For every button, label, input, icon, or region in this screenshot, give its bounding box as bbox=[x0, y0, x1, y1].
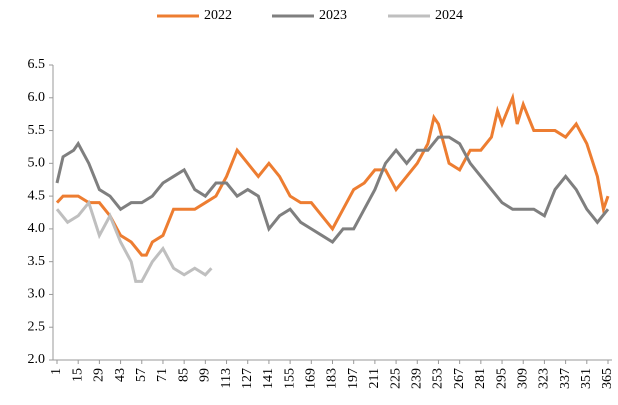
x-tick-label: 155 bbox=[282, 368, 297, 389]
x-tick-label: 365 bbox=[600, 368, 615, 389]
x-tick-label: 127 bbox=[240, 368, 255, 389]
x-tick-label: 183 bbox=[325, 368, 340, 389]
y-tick-label: 5.5 bbox=[28, 123, 46, 138]
x-tick-label: 43 bbox=[113, 368, 128, 382]
x-tick-label: 113 bbox=[219, 368, 234, 388]
x-tick-label: 309 bbox=[515, 368, 530, 389]
x-tick-label: 71 bbox=[155, 368, 170, 382]
y-tick-label: 3.5 bbox=[28, 254, 46, 269]
legend-label: 2024 bbox=[435, 8, 463, 23]
x-tick-label: 15 bbox=[70, 368, 85, 382]
y-tick-label: 4.0 bbox=[28, 221, 46, 236]
y-tick-label: 2.5 bbox=[28, 319, 46, 334]
y-tick-label: 3.0 bbox=[28, 287, 46, 302]
x-tick-label: 211 bbox=[367, 368, 382, 388]
legend-label: 2023 bbox=[319, 8, 347, 23]
x-tick-label: 323 bbox=[537, 368, 552, 389]
x-tick-label: 281 bbox=[473, 368, 488, 389]
x-tick-label: 337 bbox=[558, 368, 573, 389]
x-tick-label: 225 bbox=[388, 368, 403, 389]
y-tick-label: 4.5 bbox=[28, 188, 46, 203]
series-line bbox=[55, 135, 610, 244]
x-tick-label: 99 bbox=[198, 368, 213, 382]
x-tick-label: 197 bbox=[346, 368, 361, 389]
x-tick-label: 1 bbox=[49, 368, 64, 375]
x-tick-label: 29 bbox=[92, 368, 107, 382]
x-tick-label: 57 bbox=[134, 368, 149, 382]
series-line bbox=[55, 199, 213, 283]
x-tick-label: 267 bbox=[452, 368, 467, 389]
x-tick-label: 253 bbox=[431, 368, 446, 389]
y-tick-label: 6.0 bbox=[28, 90, 46, 105]
legend-label: 2022 bbox=[204, 8, 232, 23]
y-tick-label: 2.0 bbox=[28, 352, 46, 367]
x-tick-label: 85 bbox=[176, 368, 191, 382]
x-tick-label: 351 bbox=[579, 368, 594, 389]
y-tick-label: 6.5 bbox=[28, 57, 46, 72]
x-tick-label: 169 bbox=[304, 368, 319, 389]
series-line bbox=[55, 92, 610, 257]
y-tick-label: 5.0 bbox=[28, 156, 46, 171]
x-tick-label: 141 bbox=[261, 368, 276, 389]
x-tick-label: 295 bbox=[494, 368, 509, 389]
x-tick-label: 239 bbox=[409, 368, 424, 389]
